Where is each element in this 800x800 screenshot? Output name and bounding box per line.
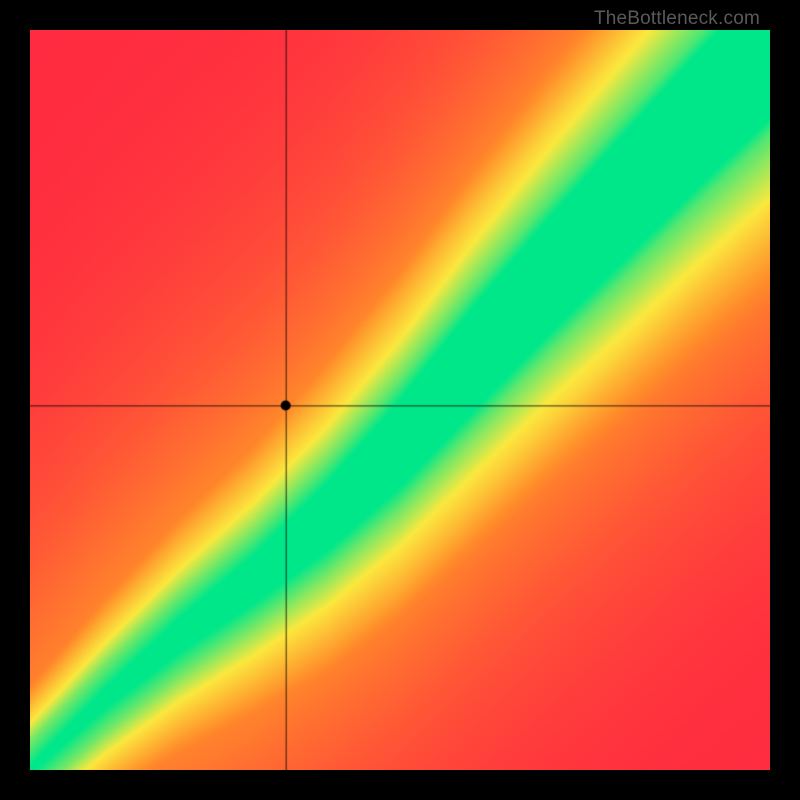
watermark-text: TheBottleneck.com (594, 8, 760, 30)
bottleneck-heatmap (30, 30, 770, 770)
chart-container: TheBottleneck.com (0, 0, 800, 800)
